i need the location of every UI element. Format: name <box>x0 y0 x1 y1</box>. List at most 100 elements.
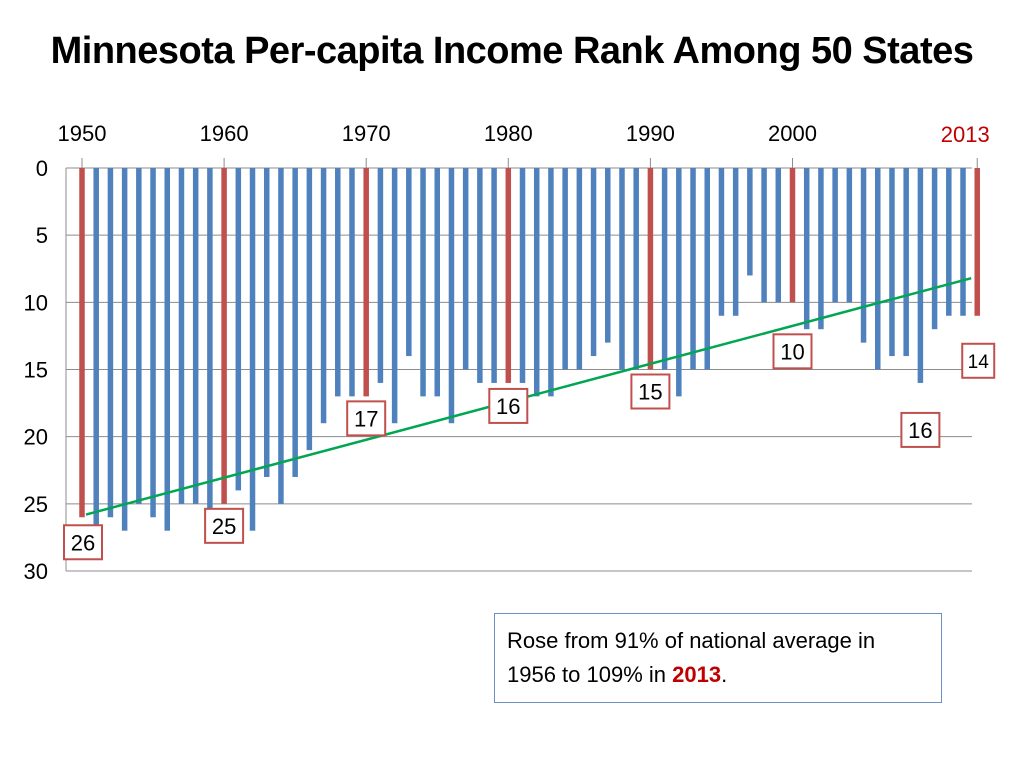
bar <box>335 168 341 397</box>
bar <box>747 168 753 276</box>
bar <box>263 168 270 477</box>
annotation-label: 16 <box>496 394 520 419</box>
bar <box>178 168 185 504</box>
bar <box>718 168 725 316</box>
bar <box>818 168 824 330</box>
annotation-label: 14 <box>968 352 990 373</box>
bar <box>462 168 469 370</box>
chart-title: Minnesota Per-capita Income Rank Among 5… <box>50 30 974 72</box>
bar <box>136 168 142 504</box>
bar <box>278 168 284 504</box>
bar <box>576 168 583 370</box>
bar <box>349 168 355 397</box>
bar <box>249 168 256 531</box>
bar <box>434 168 440 397</box>
annotation-box <box>204 507 245 544</box>
highlight-bar <box>647 168 654 370</box>
bar <box>519 168 526 383</box>
bar <box>946 168 952 316</box>
bar <box>164 168 171 531</box>
x-tick-label: 1990 <box>626 121 675 146</box>
y-tick-label: 5 <box>36 223 48 248</box>
highlight-bar <box>974 168 980 316</box>
x-tick-label: 1980 <box>484 121 533 146</box>
y-tick-label: 20 <box>24 425 48 450</box>
bar <box>391 168 398 424</box>
bar <box>917 168 924 383</box>
bar <box>761 168 767 303</box>
bar <box>150 168 156 518</box>
note-highlight-year: 2013 <box>672 662 722 687</box>
bar <box>605 168 611 343</box>
bar <box>533 168 540 397</box>
bar <box>292 168 298 477</box>
bar <box>377 168 384 383</box>
bar <box>732 168 739 316</box>
bar <box>107 168 114 518</box>
trend-line <box>85 276 972 516</box>
y-tick-label: 30 <box>24 559 48 584</box>
bar <box>803 168 810 330</box>
bar <box>661 168 668 370</box>
annotation-label: 25 <box>212 514 236 539</box>
highlight-bar <box>221 168 227 504</box>
bar <box>320 168 327 424</box>
annotation-box <box>488 387 529 424</box>
annotation-box <box>900 411 941 448</box>
bar <box>562 168 568 370</box>
x-tick-label: 2000 <box>768 121 817 146</box>
highlight-bar <box>789 168 796 303</box>
annotation-box <box>961 342 996 379</box>
annotation-box <box>772 333 813 370</box>
bar <box>420 168 426 397</box>
bar <box>903 168 909 357</box>
annotation-box <box>630 373 671 410</box>
bar <box>491 168 497 383</box>
bar <box>676 168 682 397</box>
annotation-label: 17 <box>354 406 378 431</box>
highlight-bar <box>363 168 369 397</box>
x-tick-label: 1970 <box>342 121 391 146</box>
x-tick-label: 2013 <box>941 122 990 147</box>
bar <box>775 168 782 303</box>
bar <box>931 168 938 330</box>
note-box: Rose from 91% of national average in 195… <box>494 613 942 703</box>
note-suffix: . <box>721 662 728 687</box>
x-tick-label: 1950 <box>58 121 107 146</box>
bar <box>619 168 625 370</box>
bar <box>875 168 881 370</box>
x-tick-label: 1960 <box>200 121 249 146</box>
y-tick-label: 25 <box>24 492 48 517</box>
annotation-label: 16 <box>908 418 932 443</box>
bar <box>889 168 895 357</box>
y-tick-label: 15 <box>24 358 48 383</box>
annotation-label: 26 <box>71 530 95 555</box>
bar <box>207 168 213 518</box>
bar <box>590 168 597 357</box>
bar <box>960 168 966 316</box>
bar <box>306 168 313 451</box>
bar <box>633 168 639 370</box>
annotation-box <box>346 400 387 437</box>
bar <box>406 168 412 357</box>
y-tick-label: 0 <box>36 156 48 181</box>
annotation-label: 10 <box>780 339 804 364</box>
bar <box>832 168 838 303</box>
highlight-bar <box>505 168 512 383</box>
bar <box>192 168 199 504</box>
bar <box>448 168 455 424</box>
annotation-box <box>63 524 103 561</box>
annotation-label: 15 <box>638 380 662 405</box>
bar <box>121 168 128 531</box>
y-tick-label: 10 <box>24 290 48 315</box>
bar <box>704 168 710 370</box>
bar <box>846 168 853 303</box>
bar <box>477 168 483 383</box>
highlight-bar <box>79 168 85 518</box>
bar <box>93 168 99 558</box>
bar <box>235 168 242 491</box>
bar <box>690 168 696 370</box>
bar <box>860 168 867 343</box>
bar <box>548 168 554 397</box>
